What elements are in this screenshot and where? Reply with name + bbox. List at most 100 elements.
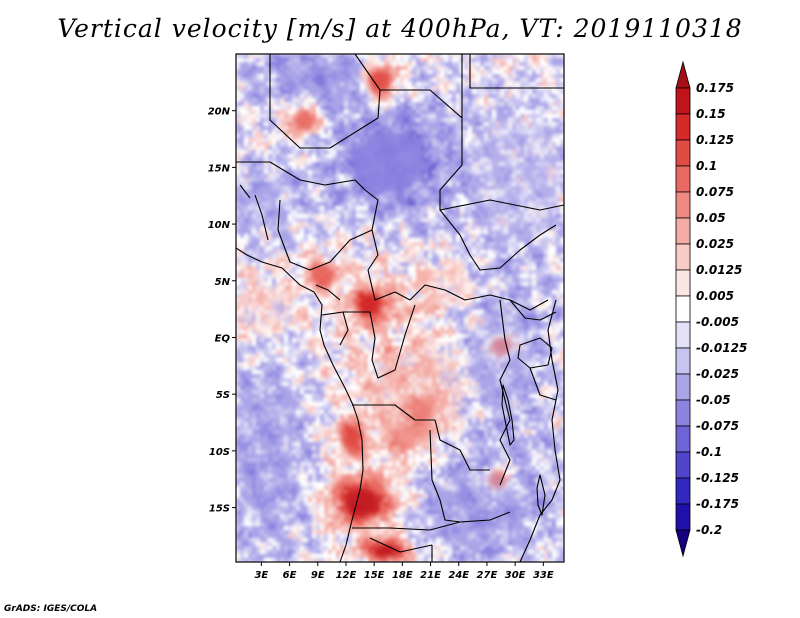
field-cell xyxy=(360,282,365,287)
field-cell xyxy=(440,138,445,143)
field-cell xyxy=(272,86,277,91)
field-cell xyxy=(528,102,533,107)
field-cell xyxy=(524,242,529,247)
field-cell xyxy=(272,138,277,143)
field-cell xyxy=(324,142,329,147)
field-cell xyxy=(368,274,373,279)
field-cell xyxy=(348,166,353,171)
field-cell xyxy=(496,274,501,279)
field-cell xyxy=(240,170,245,175)
field-cell xyxy=(272,98,277,103)
field-cell xyxy=(336,262,341,267)
field-cell xyxy=(392,254,397,259)
field-cell xyxy=(452,174,457,179)
field-cell xyxy=(492,262,497,267)
field-cell xyxy=(532,94,537,99)
field-cell xyxy=(396,202,401,207)
field-cell xyxy=(536,286,541,291)
field-cell xyxy=(408,114,413,119)
field-cell xyxy=(536,266,541,271)
field-cell xyxy=(436,146,441,151)
field-cell xyxy=(392,98,397,103)
field-cell xyxy=(364,234,369,239)
field-cell xyxy=(276,166,281,171)
field-cell xyxy=(236,62,241,67)
field-cell xyxy=(560,142,564,147)
field-cell xyxy=(248,98,253,103)
field-cell xyxy=(312,174,317,179)
field-cell xyxy=(280,150,285,155)
field-cell xyxy=(260,114,265,119)
field-cell xyxy=(352,294,357,299)
field-cell xyxy=(236,74,241,79)
field-cell xyxy=(268,222,273,227)
field-cell xyxy=(456,94,461,99)
field-cell xyxy=(268,142,273,147)
field-cell xyxy=(548,278,553,283)
field-cell xyxy=(444,218,449,223)
field-cell xyxy=(316,54,321,59)
field-cell xyxy=(348,258,353,263)
field-cell xyxy=(492,274,497,279)
field-cell xyxy=(536,270,541,275)
field-cell xyxy=(284,262,289,267)
field-cell xyxy=(504,278,509,283)
field-cell xyxy=(260,174,265,179)
field-cell xyxy=(264,274,269,279)
field-cell xyxy=(296,238,301,243)
field-cell xyxy=(520,110,525,115)
field-cell xyxy=(260,134,265,139)
field-cell xyxy=(496,258,501,263)
field-cell xyxy=(284,58,289,63)
field-cell xyxy=(324,98,329,103)
field-cell xyxy=(424,150,429,155)
field-cell xyxy=(348,174,353,179)
field-cell xyxy=(440,170,445,175)
field-cell xyxy=(492,254,497,259)
field-cell xyxy=(560,198,564,203)
field-cell xyxy=(416,206,421,211)
field-cell xyxy=(352,242,357,247)
field-cell xyxy=(496,98,501,103)
field-cell xyxy=(356,290,361,295)
field-cell xyxy=(296,54,301,59)
field-cell xyxy=(280,54,285,59)
field-cell xyxy=(296,294,301,299)
field-cell xyxy=(348,106,353,111)
field-cell xyxy=(552,114,557,119)
field-cell xyxy=(532,82,537,87)
field-cell xyxy=(556,254,561,259)
field-cell xyxy=(476,230,481,235)
field-cell xyxy=(548,102,553,107)
field-cell xyxy=(432,86,437,91)
field-cell xyxy=(464,118,469,123)
field-cell xyxy=(236,98,241,103)
field-cell xyxy=(384,246,389,251)
field-cell xyxy=(412,290,417,295)
field-cell xyxy=(464,222,469,227)
field-cell xyxy=(524,82,529,87)
field-cell xyxy=(476,242,481,247)
field-cell xyxy=(308,258,313,263)
field-cell xyxy=(492,66,497,71)
field-cell xyxy=(340,254,345,259)
field-cell xyxy=(436,114,441,119)
field-cell xyxy=(408,110,413,115)
field-cell xyxy=(552,282,557,287)
field-cell xyxy=(320,102,325,107)
field-cell xyxy=(420,146,425,151)
field-cell xyxy=(288,134,293,139)
field-cell xyxy=(336,146,341,151)
field-cell xyxy=(484,118,489,123)
field-cell xyxy=(304,106,309,111)
field-cell xyxy=(368,114,373,119)
field-cell xyxy=(372,126,377,131)
field-cell xyxy=(252,226,257,231)
field-cell xyxy=(272,254,277,259)
field-cell xyxy=(420,82,425,87)
field-cell xyxy=(448,110,453,115)
field-cell xyxy=(284,282,289,287)
field-cell xyxy=(300,130,305,135)
field-cell xyxy=(244,74,249,79)
field-cell xyxy=(436,98,441,103)
